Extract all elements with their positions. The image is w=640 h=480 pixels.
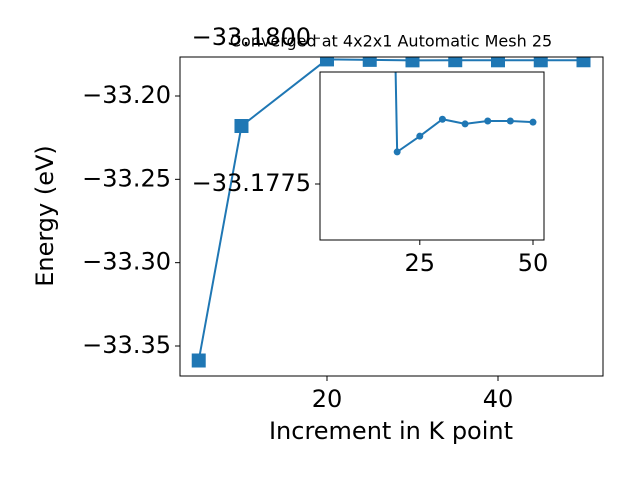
data-point [461,120,469,128]
x-axis-label: Increment in K point [269,417,513,445]
data-point [438,115,446,123]
data-point [405,57,420,68]
data-point [490,57,505,68]
y-tick-label: −33.35 [82,331,171,359]
data-point [362,57,377,67]
data-point [533,57,548,68]
axes-frame [319,71,545,241]
data-point [191,353,206,368]
x-tick-label: 50 [518,249,549,277]
data-point [506,117,514,125]
chart-title: Converged at 4x2x1 Automatic Mesh 25 [230,32,552,51]
data-point [484,117,492,125]
x-tick-label: 20 [312,385,343,413]
data-point [529,118,537,126]
inset-background [320,72,544,240]
y-tick-label: −33.1800 [192,23,311,51]
data-point [319,57,334,67]
data-point [393,148,401,156]
x-tick-label: 25 [405,249,436,277]
data-point [448,57,463,68]
y-axis-label: Energy (eV) [31,145,59,287]
x-tick-label: 40 [483,385,514,413]
y-tick-label: −33.30 [82,248,171,276]
plot-area [191,57,591,368]
y-tick-label: −33.25 [82,164,171,192]
data-point [234,119,249,133]
y-tick-label: −33.20 [82,81,171,109]
plot-area [393,72,537,156]
axes-frame [179,56,604,377]
data-point [416,132,424,140]
data-point [576,57,591,68]
y-tick-label: −33.1775 [192,169,311,197]
